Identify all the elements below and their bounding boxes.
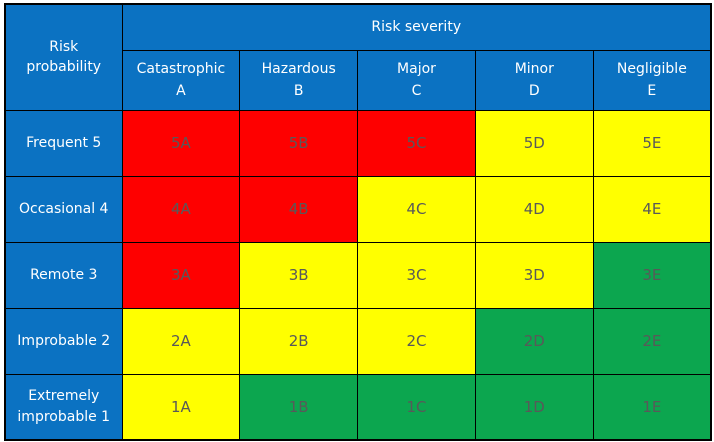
risk-cell-4B: 4B [239,175,359,243]
column-name: Catastrophic [136,60,226,77]
risk-severity-label: Risk severity [371,19,462,36]
risk-cell-1B: 1B [239,373,359,441]
row-label: Improbable 2 [4,307,123,375]
severity-header-row: Risk probability Risk severity [4,3,712,111]
risk-cell-5C: 5C [357,109,476,177]
risk-cell-1C: 1C [357,373,476,441]
column-code: C [411,83,422,99]
matrix-row: Extremely improbable 1 1A 1B 1C 1D 1E [4,373,712,441]
risk-cell-4D: 4D [474,175,594,243]
matrix-row: Remote 3 3A 3B 3C 3D 3E [4,241,712,309]
matrix-row: Occasional 4 4A 4B 4C 4D 4E [4,175,712,243]
matrix-body: Frequent 5 5A 5B 5C 5D 5E Occasional 4 4A 4B 4C 4D… [4,109,712,441]
risk-cell-4E: 4E [592,175,712,243]
risk-cell-4A: 4A [121,175,241,243]
column-code: A [176,83,186,99]
risk-cell-2B: 2B [239,307,359,375]
risk-cell-3A: 3A [121,241,241,309]
severity-columns-row: Catastrophic A Hazardous B Major C Minor… [5,49,712,111]
column-code: D [528,83,540,99]
risk-cell-3D: 3D [474,241,594,309]
risk-cell-2A: 2A [121,307,241,375]
risk-cell-1E: 1E [592,373,712,441]
risk-probability-label: Risk probability [26,38,102,76]
column-name: Major [397,60,436,77]
risk-cell-2D: 2D [474,307,594,375]
risk-cell-3E: 3E [592,241,712,309]
row-label: Remote 3 [4,241,123,309]
risk-severity-header: Risk severity [121,3,712,51]
row-label: Frequent 5 [4,109,123,177]
row-label: Occasional 4 [4,175,123,243]
risk-cell-3C: 3C [357,241,476,309]
column-header-hazardous: Hazardous B [239,49,359,111]
column-name: Minor [514,60,554,77]
risk-cell-4C: 4C [357,175,476,243]
column-code: E [647,83,657,99]
risk-cell-1D: 1D [474,373,594,441]
column-code: B [293,83,304,99]
risk-cell-5A: 5A [121,109,241,177]
risk-probability-header: Risk probability [4,3,123,111]
matrix-row: Frequent 5 5A 5B 5C 5D 5E [4,109,712,177]
risk-cell-3B: 3B [239,241,359,309]
row-label: Extremely improbable 1 [4,373,123,441]
risk-cell-5D: 5D [474,109,594,177]
risk-cell-5E: 5E [592,109,712,177]
matrix-row: Improbable 2 2A 2B 2C 2D 2E [4,307,712,375]
column-header-minor: Minor D [474,49,594,111]
risk-cell-1A: 1A [121,373,241,441]
column-header-catastrophic: Catastrophic A [121,49,241,111]
column-name: Negligible [616,60,687,77]
column-header-major: Major C [357,49,476,111]
column-header-negligible: Negligible E [592,49,712,111]
risk-cell-2E: 2E [592,307,712,375]
risk-cell-2C: 2C [357,307,476,375]
risk-cell-5B: 5B [239,109,359,177]
column-name: Hazardous [261,60,336,77]
risk-matrix-table: Risk probability Risk severity Catastrop… [4,3,713,441]
